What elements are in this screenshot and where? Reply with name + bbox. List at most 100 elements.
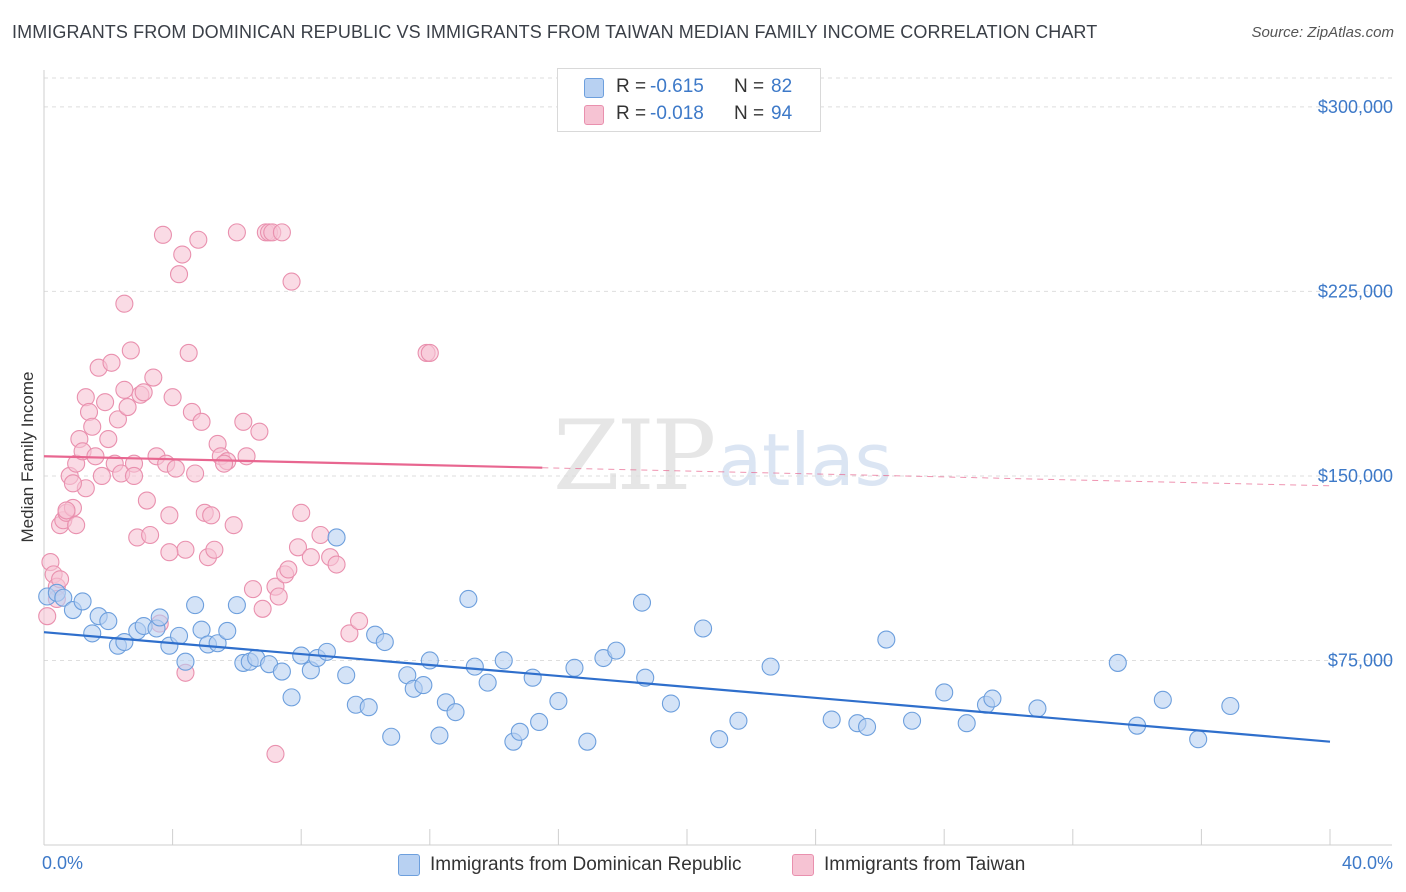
point-taiwan	[250, 422, 269, 441]
correlation-legend: R = -0.615 N = 82 R = -0.018 N = 94	[557, 68, 821, 132]
point-dominican	[632, 593, 652, 612]
point-taiwan	[279, 560, 298, 579]
point-taiwan	[118, 398, 137, 417]
point-taiwan	[160, 506, 179, 525]
bottom-legend-label: Immigrants from Dominican Republic	[430, 854, 742, 875]
point-dominican	[877, 630, 896, 649]
point-dominican	[494, 651, 513, 670]
trend-line-solid	[43, 455, 543, 469]
point-taiwan	[227, 223, 246, 242]
point-taiwan	[420, 343, 439, 362]
point-taiwan	[350, 612, 369, 631]
point-dominican	[54, 588, 73, 607]
point-taiwan	[92, 466, 111, 486]
point-dominican	[957, 714, 976, 733]
x-tick-label: 0.0%	[42, 853, 83, 873]
point-dominican	[99, 612, 118, 631]
point-dominican	[523, 668, 542, 687]
point-taiwan	[173, 245, 192, 264]
point-taiwan	[234, 412, 253, 431]
point-taiwan	[205, 540, 224, 559]
source-credit: Source: ZipAtlas.com	[1251, 24, 1394, 41]
point-taiwan	[108, 410, 127, 429]
point-dominican	[186, 596, 205, 615]
legend-r-value: -0.615	[650, 76, 704, 97]
point-dominican	[549, 692, 568, 711]
point-dominican	[761, 657, 780, 676]
bottom-swatch-pink	[792, 854, 814, 876]
axes	[43, 70, 1392, 846]
legend-n-label: N =	[734, 103, 765, 124]
point-taiwan	[115, 380, 134, 399]
point-taiwan	[189, 230, 208, 249]
point-taiwan	[269, 587, 288, 606]
legend-n-value: 82	[771, 76, 793, 97]
point-dominican	[83, 624, 102, 643]
point-dominican	[73, 592, 92, 611]
point-dominican	[607, 641, 626, 660]
point-taiwan	[67, 516, 86, 535]
point-dominican	[983, 689, 1002, 708]
point-taiwan	[153, 225, 173, 244]
trend-line-solid	[43, 631, 1331, 743]
point-taiwan	[179, 343, 198, 362]
y-tick-label: $225,000	[1318, 281, 1393, 301]
point-taiwan	[327, 555, 346, 574]
point-dominican	[510, 722, 529, 741]
legend-row-taiwan: R = -0.018 N = 94	[558, 100, 820, 128]
point-taiwan	[144, 368, 163, 387]
legend-n-label: N =	[734, 76, 765, 97]
point-dominican	[1028, 699, 1047, 718]
legend-r-value: -0.018	[650, 103, 704, 124]
point-taiwan	[38, 607, 57, 626]
point-taiwan	[243, 580, 263, 599]
point-taiwan	[169, 265, 189, 284]
point-dominican	[822, 710, 841, 729]
legend-r-label: R =	[616, 103, 647, 124]
point-taiwan	[301, 548, 320, 567]
point-dominican	[578, 732, 597, 751]
y-tick-label: $300,000	[1318, 97, 1393, 117]
point-taiwan	[79, 402, 99, 422]
point-taiwan	[282, 272, 301, 291]
point-dominican	[218, 621, 237, 641]
point-taiwan	[160, 543, 179, 562]
legend-swatch-pink	[584, 105, 604, 125]
point-taiwan	[186, 464, 205, 483]
point-taiwan	[237, 447, 256, 466]
series-dominican-points	[38, 528, 1240, 751]
y-axis-label: Median Family Income	[18, 371, 37, 542]
x-tick-label: 40.0%	[1342, 853, 1393, 873]
point-dominican	[694, 619, 713, 638]
legend-swatch-blue	[584, 78, 604, 98]
axis-labels: $75,000 $150,000 $225,000 $300,000 0.0% 40.0%…	[18, 97, 1393, 873]
point-dominican	[1153, 690, 1172, 709]
watermark-atlas: atlas	[718, 418, 892, 502]
grid-lines	[44, 77, 1392, 661]
point-taiwan	[76, 388, 95, 407]
point-dominican	[661, 694, 680, 713]
point-taiwan	[224, 516, 243, 535]
point-dominican	[478, 673, 497, 692]
point-dominican	[414, 676, 433, 695]
point-taiwan	[192, 412, 211, 431]
point-dominican	[446, 703, 465, 722]
point-dominican	[227, 596, 246, 615]
legend-n-value: 94	[771, 103, 793, 124]
point-taiwan	[124, 466, 144, 486]
y-tick-label: $75,000	[1328, 650, 1393, 670]
point-taiwan	[141, 525, 160, 545]
bottom-legend-dominican: Immigrants from Dominican Republic	[398, 852, 742, 878]
point-taiwan	[166, 459, 185, 478]
point-taiwan	[121, 341, 140, 360]
chart-title: IMMIGRANTS FROM DOMINICAN REPUBLIC VS IM…	[12, 22, 1098, 42]
point-taiwan	[115, 294, 134, 313]
point-dominican	[430, 726, 449, 745]
point-dominican	[327, 528, 346, 547]
point-dominican	[1221, 696, 1240, 716]
legend-r-label: R =	[616, 76, 647, 97]
point-dominican	[375, 632, 394, 652]
point-dominican	[465, 657, 484, 676]
point-dominican	[150, 608, 169, 627]
